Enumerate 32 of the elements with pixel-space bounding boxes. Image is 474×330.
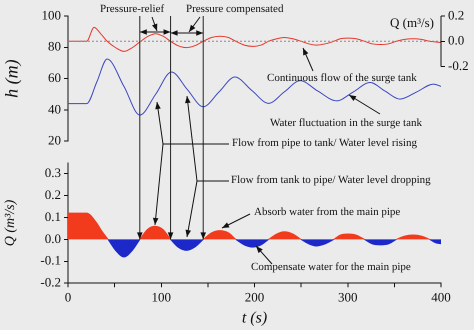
annotation: Compensate water for the main pipe — [251, 261, 411, 274]
x-axis-title: t (s) — [242, 310, 268, 327]
x-tick-label: 200 — [244, 289, 264, 304]
y-axis-title: h (m) — [2, 59, 22, 98]
x-tick-label: 400 — [431, 289, 451, 304]
y-tick-label: -0.1 — [40, 252, 61, 268]
annotation: Water fluctuation in the surge tank — [270, 117, 422, 130]
annotation: Flow from tank to pipe/ Water level dropping — [231, 174, 431, 187]
y-tick-label: 0.1 — [44, 208, 61, 224]
y-tick-label: 100 — [42, 7, 61, 22]
y2-tick-label: -0.2 — [448, 58, 469, 74]
y-tick-label: 20 — [48, 132, 61, 148]
y-axis-title: Q (m³/s) — [3, 199, 18, 246]
text: Pressure-relief — [100, 3, 164, 16]
x-tick-label: 0 — [64, 289, 72, 304]
y-tick-label: 0.2 — [44, 187, 61, 202]
y-tick-label: -0.2 — [40, 274, 61, 290]
y-tick-label: 40 — [48, 101, 61, 116]
y-tick-label: 60 — [48, 70, 61, 86]
annotation: Continuous flow of the surge tank — [267, 72, 417, 85]
y2-tick-label: 0.2 — [448, 7, 464, 22]
annotation: Absorb water from the main pipe — [254, 206, 400, 219]
y-tick-label: 0.3 — [44, 165, 61, 180]
x-tick-label: 300 — [338, 289, 358, 304]
y-tick-label: 0.0 — [44, 230, 61, 246]
text: Pressure compensated — [186, 3, 284, 16]
x-tick-label: 100 — [152, 289, 171, 304]
y2-tick-label: 0.0 — [448, 32, 464, 48]
y-tick-label: 80 — [48, 38, 61, 54]
line-series — [68, 58, 441, 116]
annotation: Flow from pipe to tank/ Water level rising — [232, 137, 417, 150]
y2-axis-title: Q (m³/s) — [390, 15, 434, 30]
